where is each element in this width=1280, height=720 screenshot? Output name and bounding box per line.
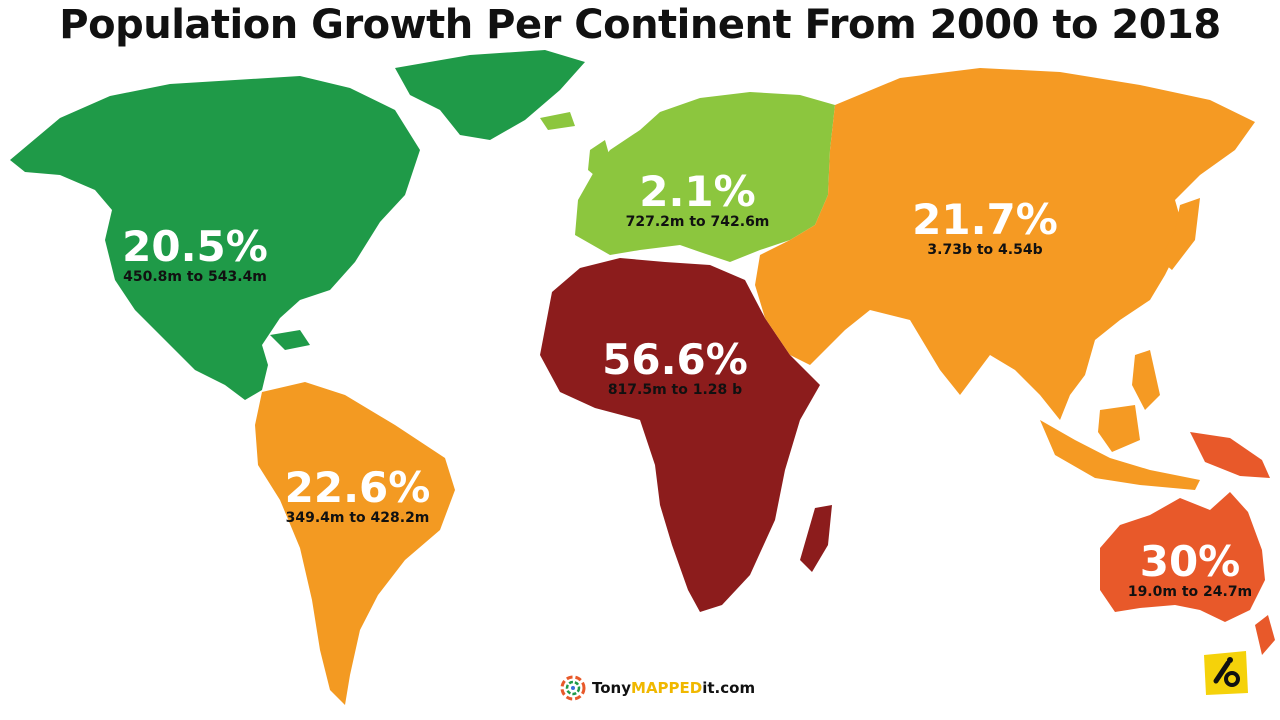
credit-text: TonyMAPPEDit.com — [592, 679, 756, 697]
europe-growth: 2.1% — [639, 167, 756, 216]
europe-shape — [575, 92, 835, 262]
iceland-shape — [540, 112, 575, 130]
uk-shape — [588, 140, 612, 180]
map-title: Population Growth Per Continent From 200… — [59, 2, 1221, 48]
north-america-range: 450.8m to 543.4m — [123, 269, 267, 285]
asia-shape — [755, 68, 1255, 420]
australia-shape — [1100, 492, 1265, 622]
south-america-shape — [255, 382, 455, 705]
south-america-range: 349.4m to 428.2m — [285, 510, 430, 526]
africa-growth: 56.6% — [602, 335, 748, 384]
oceania-growth: 30% — [1139, 537, 1241, 586]
europe-label: 2.1% 727.2m to 742.6m — [615, 167, 780, 231]
madagascar-shape — [800, 505, 832, 572]
north-america-shape — [10, 76, 420, 400]
asia-range: 3.73b to 4.54b — [927, 242, 1043, 258]
credit-footer: TonyMAPPEDit.com — [560, 674, 755, 702]
south-america-growth: 22.6% — [284, 463, 431, 512]
africa-label: 56.6% 817.5m to 1.28 b — [590, 335, 760, 399]
new-guinea-shape — [1190, 432, 1270, 478]
tonymappedit-badge-icon — [1204, 651, 1248, 695]
africa-shape — [540, 258, 820, 612]
north-america-growth: 20.5% — [122, 222, 268, 271]
asia-label: 21.7% 3.73b to 4.54b — [900, 195, 1070, 259]
borneo-shape — [1098, 405, 1140, 452]
japan-shape — [1160, 198, 1200, 270]
philippines-shape — [1132, 350, 1160, 410]
africa-range: 817.5m to 1.28 b — [607, 382, 743, 398]
south-america-label: 22.6% 349.4m to 428.2m — [270, 463, 445, 527]
new-zealand-shape — [1255, 615, 1275, 655]
europe-range: 727.2m to 742.6m — [625, 214, 770, 230]
tonymappedit-logo-icon — [560, 675, 586, 701]
greenland-shape — [395, 50, 585, 140]
oceania-range: 19.0m to 24.7m — [1127, 584, 1253, 600]
southeast-asia-islands-shape — [1040, 420, 1200, 490]
caribbean-shape — [270, 330, 310, 350]
north-america-label: 20.5% 450.8m to 543.4m — [110, 222, 280, 286]
asia-growth: 21.7% — [912, 195, 1058, 244]
oceania-label: 30% 19.0m to 24.7m — [1115, 537, 1265, 601]
